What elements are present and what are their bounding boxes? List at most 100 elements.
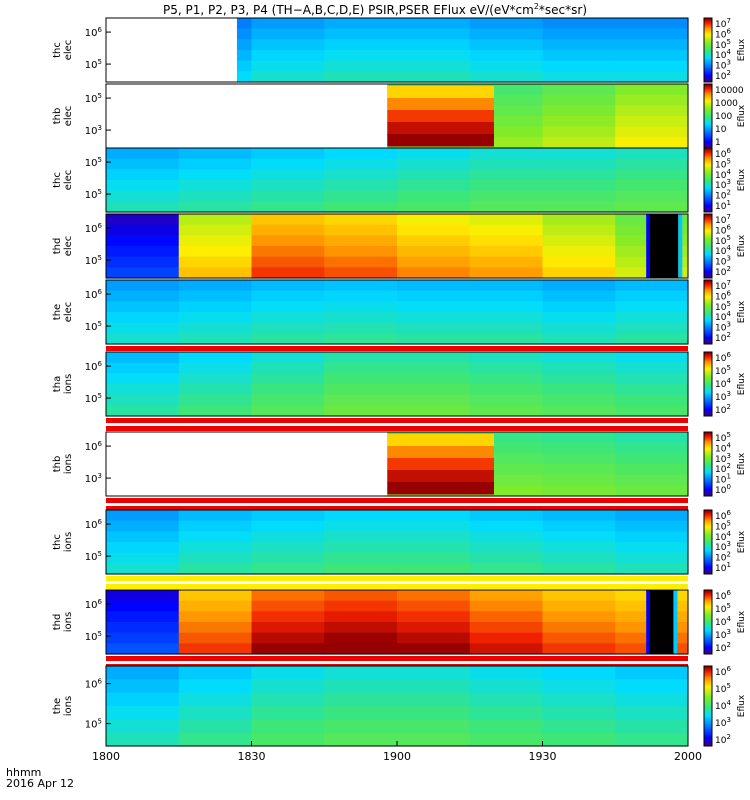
spectrogram-cell <box>178 394 253 406</box>
spectrogram-cell <box>469 590 544 602</box>
spectrogram-cell <box>542 71 616 83</box>
spectrogram-cell <box>542 256 616 268</box>
spectrogram-cell <box>251 732 325 747</box>
colorbar-cell <box>704 592 712 594</box>
data-gap-edge <box>646 214 650 278</box>
spectrogram-cell <box>251 312 325 324</box>
spectrogram-cell <box>251 600 325 612</box>
spectrogram-cell <box>469 201 544 213</box>
colorbar-cell <box>704 368 712 370</box>
colorbar-cell <box>704 234 712 236</box>
colorbar-cell <box>704 89 712 91</box>
spectrogram-cell <box>178 333 253 345</box>
spectrogram-cell <box>397 148 471 160</box>
colorbar-cell <box>704 617 712 620</box>
spectrogram-cell <box>397 18 471 30</box>
x-tick-label: 1900 <box>383 750 411 763</box>
spectrogram-cell <box>106 679 180 694</box>
colorbar-cell <box>704 29 712 32</box>
colorbar-cell <box>704 249 712 251</box>
colorbar-cell <box>704 301 712 303</box>
spectrogram-cell <box>469 256 544 268</box>
spectrogram-cell <box>542 442 616 454</box>
spectrogram-cell <box>542 39 616 51</box>
colorbar-cell <box>704 616 712 619</box>
colorbar-cell <box>704 283 712 285</box>
colorbar-cell <box>704 604 712 607</box>
colorbar-cell <box>704 362 712 365</box>
colorbar-cell <box>704 314 712 316</box>
colorbar-cell <box>704 485 712 487</box>
colorbar-cell <box>704 292 712 295</box>
colorbar-cell <box>704 150 712 152</box>
colorbar-cell <box>704 613 712 616</box>
colorbar-cell <box>704 688 712 691</box>
colorbar-cell <box>704 293 712 296</box>
colorbar-cell <box>704 67 712 69</box>
spectrogram-cell <box>542 333 616 345</box>
spectrogram-cell <box>324 148 398 160</box>
spectrogram-cell <box>469 474 544 486</box>
colorbar-tick-label: 105 <box>715 431 731 444</box>
colorbar-cell <box>704 46 712 49</box>
colorbar-cell <box>704 378 712 381</box>
colorbar-cell <box>704 227 712 230</box>
spectrogram-cell <box>251 706 325 720</box>
colorbar-cell <box>704 671 712 674</box>
colorbar-tick-label: 101 <box>715 199 731 212</box>
spectrogram-cell <box>615 453 689 465</box>
spectrogram-cell <box>324 60 398 72</box>
colorbar-cell <box>704 246 712 248</box>
spectrogram-cell <box>106 732 180 747</box>
colorbar-cell <box>704 78 712 81</box>
colorbar-tick-label: 106 <box>715 509 731 522</box>
colorbar-cell <box>704 455 712 458</box>
colorbar-cell <box>704 216 712 218</box>
colorbar-cell <box>704 740 712 743</box>
colorbar-cell <box>704 451 712 453</box>
spectrogram-cell <box>178 201 253 213</box>
colorbar-cell <box>704 384 712 386</box>
colorbar-tick-label: 106 <box>715 27 731 40</box>
colorbar-cell <box>704 127 712 130</box>
colorbar-label: Eflux <box>737 104 747 127</box>
spectrogram-cell <box>106 542 180 554</box>
colorbar-cell <box>704 635 712 638</box>
x-tick-label: 2000 <box>674 750 702 763</box>
colorbar-cell <box>704 219 712 221</box>
panel-y-label: theions <box>52 696 74 716</box>
panel-frame <box>105 213 689 279</box>
colorbar-cell <box>704 285 712 287</box>
colorbar-cell <box>704 373 712 375</box>
colorbar-cell <box>704 402 712 404</box>
colorbar-cell <box>704 736 712 739</box>
spectrogram-cell <box>106 301 180 313</box>
spectrogram-cell <box>542 474 616 486</box>
colorbar-cell <box>704 125 712 128</box>
colorbar-cell <box>704 112 712 115</box>
spectrogram-cell <box>178 632 253 644</box>
y-tick-label: 105 <box>85 320 102 333</box>
spectrogram-cell <box>542 611 616 623</box>
spectrogram-cell <box>542 464 616 476</box>
spectrogram-cell <box>251 60 325 72</box>
colorbar-cell <box>704 642 712 644</box>
spectrogram-cell <box>469 224 544 236</box>
colorbar-cell <box>704 408 712 411</box>
spectrogram-cell <box>251 28 325 40</box>
spectrogram-cell <box>178 256 253 268</box>
colorbar-cell <box>704 329 712 331</box>
spectrogram-cell <box>542 235 616 247</box>
spectrogram-cell <box>106 214 180 226</box>
colorbar-cell <box>704 464 712 466</box>
colorbar-cell <box>704 724 712 727</box>
warm-block-band <box>387 446 494 459</box>
spectrogram-cell <box>542 60 616 72</box>
colorbar-cell <box>704 409 712 412</box>
colorbar-cell <box>704 166 712 168</box>
colorbar-cell <box>704 262 712 264</box>
colorbar-tick-label: 100 <box>715 112 732 122</box>
colorbar-cell <box>704 435 712 437</box>
spectrogram-cell <box>469 137 544 149</box>
colorbar-cell <box>704 672 712 675</box>
